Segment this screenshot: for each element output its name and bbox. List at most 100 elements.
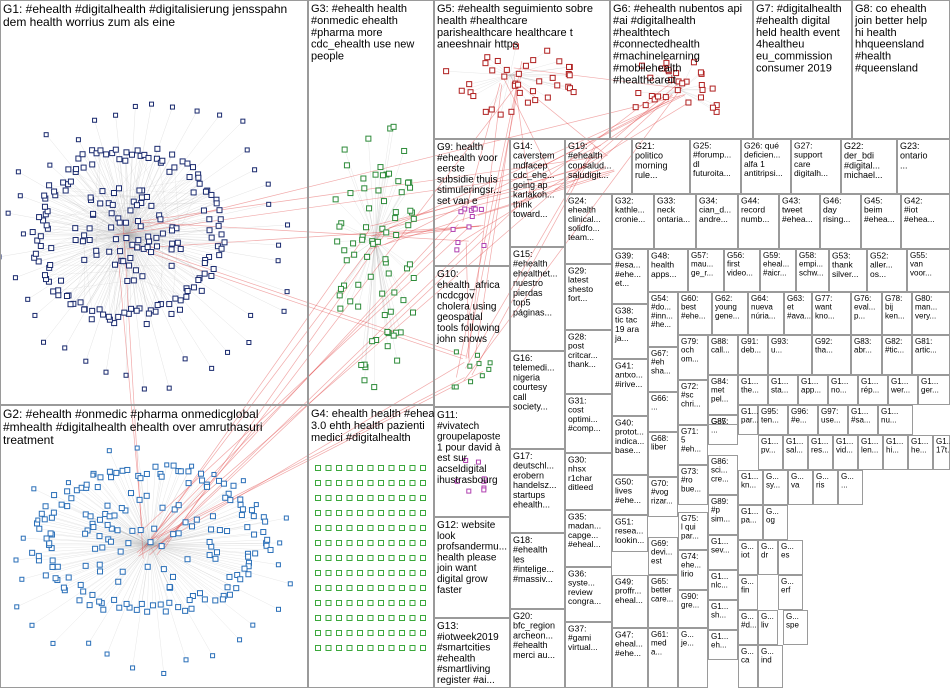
g1-edge — [58, 234, 129, 296]
g1-node — [46, 182, 53, 189]
g2-edge — [68, 544, 151, 578]
group-border — [768, 375, 798, 405]
group-box-g36: G36: syste... review congra... — [565, 567, 612, 622]
inter-group-edge — [127, 241, 467, 357]
group-label-line: u... — [771, 346, 782, 355]
group-label-line: G31: — [568, 396, 586, 406]
inter-group-edge — [456, 100, 692, 245]
group-border — [565, 453, 612, 510]
g2-node — [104, 502, 111, 509]
g2-node — [127, 490, 134, 497]
g4-node — [367, 480, 374, 486]
group-border — [654, 194, 696, 249]
g2-edge — [149, 544, 164, 674]
g4-node — [399, 555, 405, 561]
g2-node — [189, 523, 196, 530]
g2-edge — [149, 504, 241, 546]
small-group-label: G... ris — [816, 472, 829, 490]
group-label-line: #ehe... — [615, 269, 641, 279]
group-label-line: r1char — [568, 473, 592, 483]
group-label-line: pa... — [741, 516, 757, 525]
g2-node — [206, 552, 213, 559]
g1-node — [265, 181, 271, 187]
group-label-line: G78: — [885, 294, 902, 303]
g2-edge — [149, 544, 256, 554]
group-border — [708, 570, 738, 600]
g1-edge — [85, 234, 129, 362]
g4-node — [346, 570, 353, 576]
group-label-text: G58: empi... schw... — [799, 251, 823, 277]
group-label-line: G20: — [513, 611, 533, 621]
small-group-label: G... iot — [741, 542, 754, 560]
group-label-line: schw... — [799, 268, 823, 277]
g1-edge — [84, 209, 220, 236]
g1-node — [200, 207, 207, 214]
g4-node — [409, 630, 416, 636]
group-box-g62: G62: young gene... — [712, 292, 748, 335]
group-label-line: G83: — [854, 337, 871, 346]
group-label-line: wer... — [890, 386, 910, 395]
g1-edge — [113, 192, 129, 236]
group-label-line: think — [513, 199, 533, 209]
g2-node — [106, 468, 113, 475]
group-box-g5: G5: #ehealth seguimiento sobre health #he… — [434, 0, 610, 139]
group-label-line: G88: — [711, 337, 728, 346]
inter-group-edge — [387, 226, 472, 240]
g4-node — [388, 585, 395, 591]
group-label-text: G13: #iotweek2019 #smartcities #ehealth #sma… — [437, 621, 499, 686]
small-group-label: G...... — [841, 472, 854, 490]
g1-node — [32, 312, 38, 318]
g2-node — [262, 518, 269, 525]
group-label-line: G... — [741, 577, 754, 586]
g4-node — [346, 495, 353, 501]
g3-edge — [364, 188, 376, 241]
group-label-line: #ehealth digital — [756, 15, 830, 27]
g4-node — [409, 645, 416, 651]
g1-edge — [48, 234, 129, 282]
g2-edge — [147, 544, 151, 567]
group-label-line: ncdcgov — [437, 291, 474, 302]
group-label-line: G6: #ehealth nubentos api — [613, 3, 742, 15]
g1-edge — [99, 220, 139, 310]
g1-edge — [15, 234, 129, 278]
g2-node — [147, 539, 154, 546]
small-group-box: G... sy... — [763, 470, 788, 505]
group-label: G81: artic... — [915, 337, 937, 355]
small-group-box: G1... sal... — [783, 435, 808, 470]
small-group-label: G1... pv... — [761, 437, 778, 455]
g2-node — [161, 670, 167, 676]
g4-node — [388, 465, 395, 471]
g1-node — [136, 187, 143, 194]
g4-node — [367, 645, 374, 651]
group-label-line: G29: — [568, 266, 586, 276]
group-label-line: morning — [635, 160, 668, 170]
group-label-line: health please — [437, 552, 497, 563]
g2-node — [185, 480, 192, 487]
group-box-g52: G52: aller... os... — [867, 249, 907, 292]
group-label-line: apps... — [651, 269, 677, 279]
g3-edge — [358, 239, 376, 285]
group-label-text: G54: #do... #inn... #he... — [651, 294, 673, 329]
group-label-text: G32: kathle... cronie... — [615, 196, 645, 224]
group-label: G32: kathle... cronie... — [615, 196, 645, 224]
group-label-line: est sur — [437, 453, 468, 464]
group-label-line: cdc_ehealth use new — [311, 39, 414, 51]
g6-node — [709, 104, 716, 111]
g2-node — [42, 572, 49, 579]
group-box-g43: G43: tweet #ehea... — [779, 194, 820, 249]
group-label-line: protot... — [615, 427, 644, 437]
g4-node — [378, 555, 384, 561]
g6-edge — [679, 84, 702, 91]
group-label-line: madan... — [568, 521, 601, 531]
group-label: G42: #iot #ehea... — [904, 196, 935, 224]
group-label-text: G3: #ehealth health #onmedic ehealth #phar… — [311, 3, 414, 63]
group-label-line: G57: — [691, 251, 708, 260]
group-label-line: hhqueensland — [855, 39, 924, 51]
g1-edge — [127, 154, 145, 236]
g1-node — [132, 267, 139, 274]
g1-node — [127, 207, 134, 214]
group-border — [760, 249, 796, 292]
group-label-line: shesto — [568, 284, 593, 294]
group-box-g54: G54: #do... #inn... #he... — [648, 292, 678, 347]
group-label-line: G... — [791, 472, 804, 481]
